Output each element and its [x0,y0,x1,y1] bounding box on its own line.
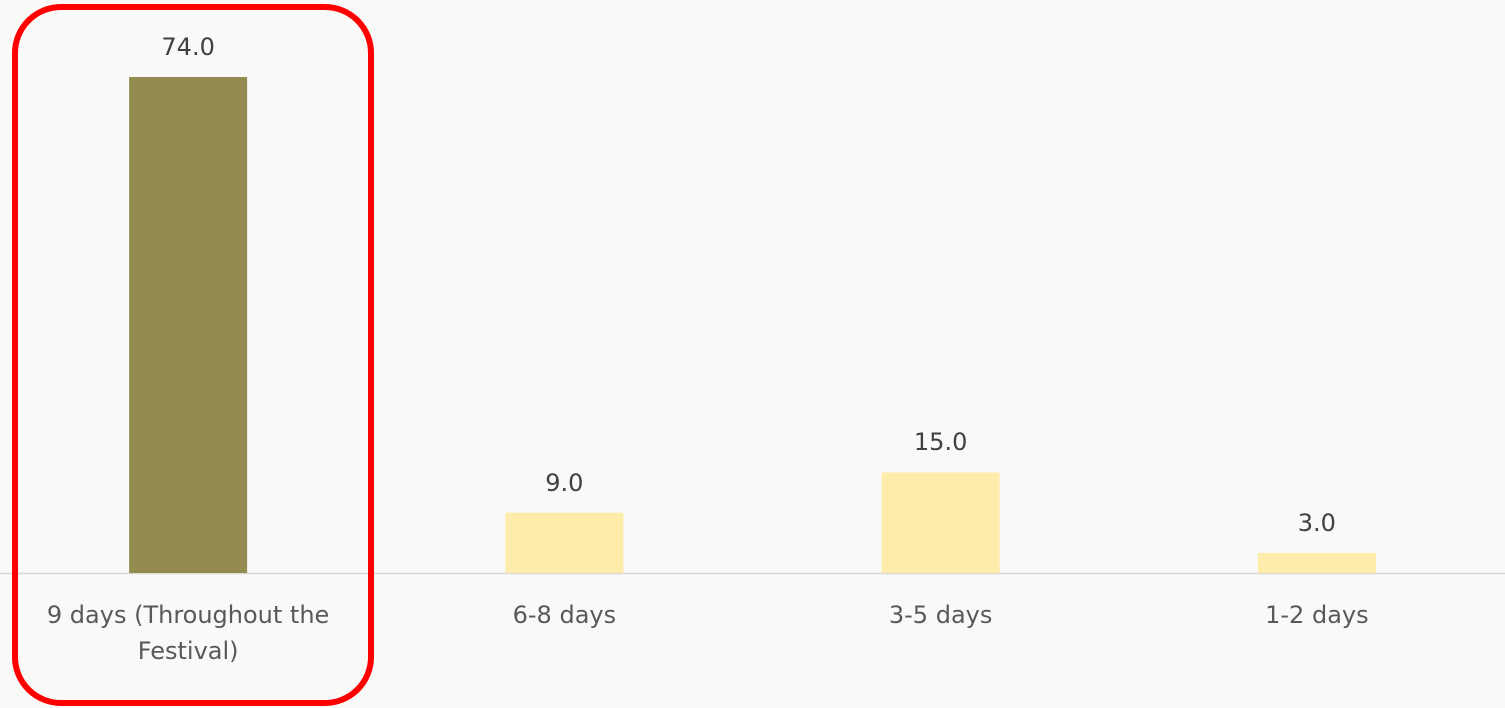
bar [129,77,248,573]
value-label: 15.0 [913,428,968,457]
x-tick-label: 1-2 days [1265,601,1369,629]
bar [881,472,1000,573]
bar [505,512,624,573]
value-label: 3.0 [1297,508,1336,537]
highlight-box [12,4,374,706]
x-tick-label: 3-5 days [888,601,993,629]
value-label: 9.0 [545,468,584,497]
x-tick-label: 9 days (Throughout the Festival) [46,601,330,665]
x-tick-label: 6-8 days [512,601,617,629]
value-label: 74.0 [161,33,215,61]
bar [1257,552,1376,573]
